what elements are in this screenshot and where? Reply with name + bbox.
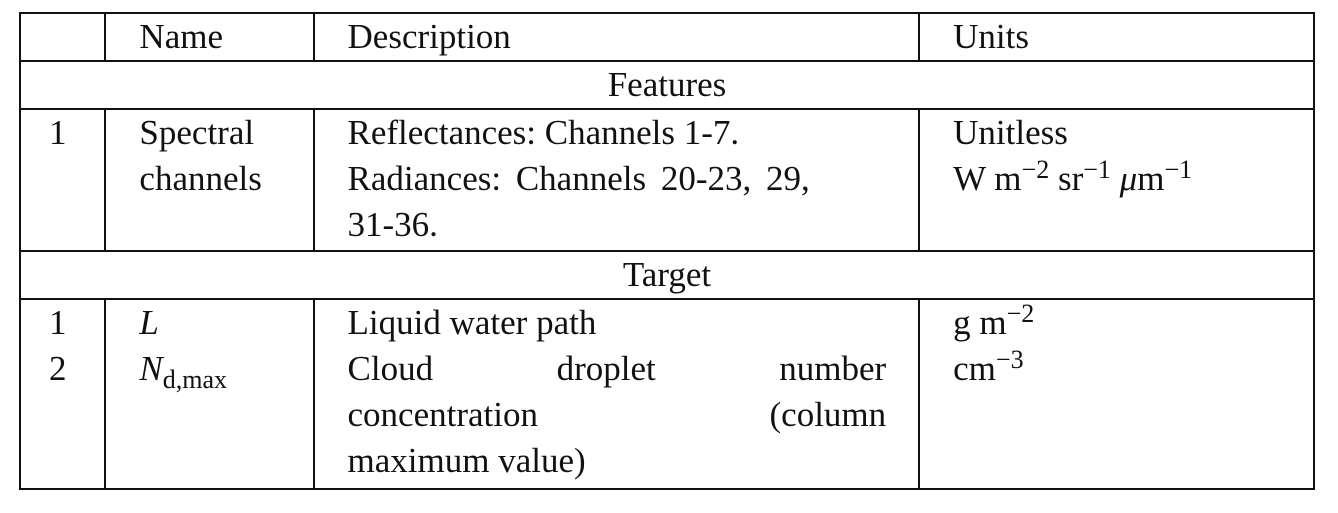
row-units: Unitless W m−2 sr−1 μm−1 (918, 108, 1315, 252)
row-name: Spectral channels (104, 108, 315, 252)
header-units: Units (918, 12, 1315, 62)
unit-m-exponent: −2 (1021, 155, 1050, 184)
symbol-subscript: d,max (162, 365, 228, 394)
section-row-target: Target (19, 250, 1315, 300)
row-description: Reflectances: Channels 1-7. Radiances: C… (312, 108, 921, 252)
symbol-L: L (139, 303, 159, 342)
row-index: 1 2 (18, 298, 107, 490)
section-title-target: Target (19, 250, 1315, 300)
unit-line-radiance: W m−2 sr−1 μm−1 (953, 156, 1313, 202)
desc-line: Liquid water path (347, 303, 597, 342)
unit-w: W (953, 159, 986, 198)
unit-line: g m−2 (953, 300, 1313, 346)
section-title-features: Features (19, 60, 1315, 110)
table-header-row: Name Description Units (18, 12, 1315, 62)
desc-line: Cloud droplet number (347, 349, 887, 388)
desc-line: Radiances: Channels 20-23, 29, (347, 159, 810, 198)
header-index (18, 12, 107, 62)
unit-mu: μ (1119, 159, 1138, 198)
unit-um: m (1137, 159, 1165, 198)
section-row-features: Features (19, 60, 1315, 110)
unit-base: g m (953, 303, 1007, 342)
unit-exponent: −3 (995, 345, 1024, 374)
row-name: L Nd,max (104, 298, 315, 490)
name-line: Spectral (139, 113, 255, 152)
row-units: g m−2 cm−3 (918, 298, 1315, 490)
unit-line: Unitless (953, 113, 1068, 152)
row-index-value: 1 (48, 303, 67, 342)
unit-m: m (994, 159, 1022, 198)
desc-line: maximum value) (347, 441, 586, 480)
row-description: Liquid water path Cloud droplet number c… (312, 298, 921, 490)
symbol-Nd-max: Nd,max (139, 346, 312, 403)
table-row: 1 2 L Nd,max Liquid water path Cloud dro… (18, 298, 1315, 490)
header-description: Description (312, 12, 921, 62)
table-row: 1 Spectral channels Reflectances: Channe… (18, 108, 1315, 252)
name-line: channels (139, 159, 262, 198)
desc-line: Reflectances: Channels 1-7. (347, 113, 740, 152)
unit-sr-exponent: −1 (1083, 155, 1111, 184)
desc-line: concentration (column (347, 395, 887, 434)
unit-base: cm (953, 349, 996, 388)
desc-line: 31-36. (347, 205, 438, 244)
unit-sr: sr (1057, 159, 1084, 198)
unit-line: cm−3 (953, 346, 1313, 392)
symbol-N: N (139, 349, 163, 388)
row-index-value: 2 (48, 349, 67, 388)
header-name: Name (104, 12, 315, 62)
row-index: 1 (18, 108, 107, 252)
unit-um-exponent: −1 (1164, 155, 1193, 184)
unit-exponent: −2 (1006, 299, 1035, 328)
variables-table: Name Description Units Features 1 Spectr… (18, 12, 1315, 490)
